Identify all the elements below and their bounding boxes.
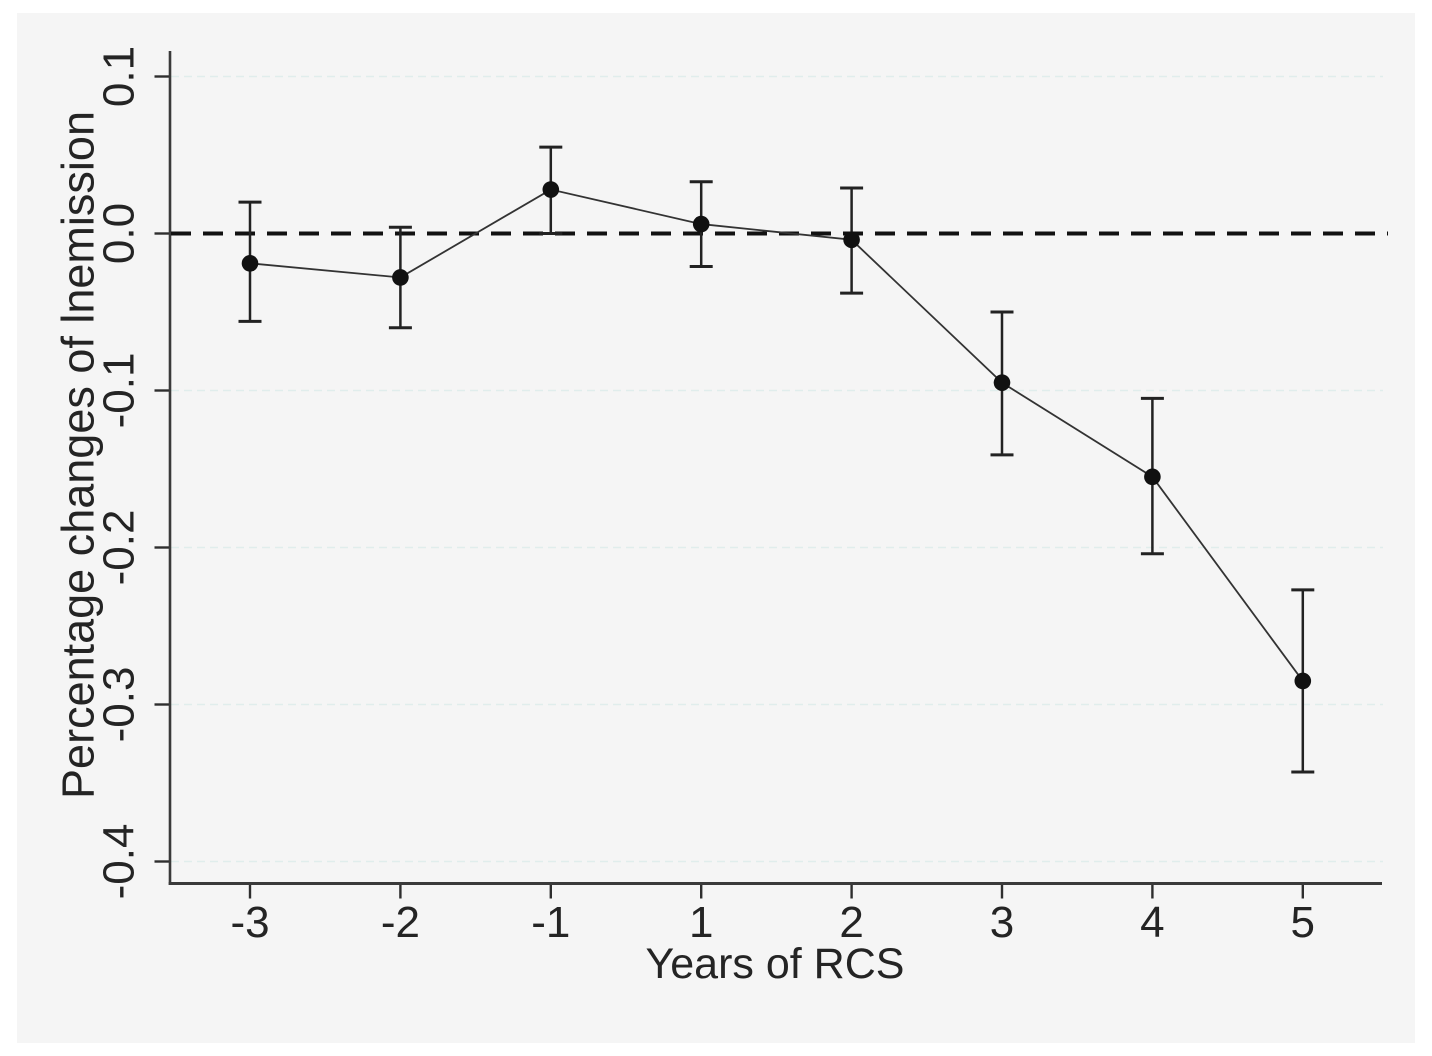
x-tick-label: 1 [689, 898, 713, 947]
y-tick-label: 0.1 [95, 46, 144, 107]
plot-panel [17, 13, 1415, 1043]
x-tick-label: -3 [230, 898, 269, 947]
y-tick-marks [154, 75, 169, 863]
data-point [241, 255, 259, 272]
estimate-line-group [249, 188, 1304, 682]
data-point [1144, 468, 1161, 486]
x-tick-labels: -3 -2 -1 1 2 3 4 5 [230, 898, 1315, 947]
data-point [1294, 672, 1312, 690]
x-tick-label: 2 [839, 898, 863, 947]
x-tick-marks [248, 885, 1305, 899]
x-tick-label: 4 [1140, 898, 1164, 947]
y-tick-label: -0.2 [95, 510, 144, 586]
x-tick-label: 3 [990, 898, 1014, 947]
data-point [692, 215, 710, 233]
data-point [542, 181, 560, 198]
x-tick-label: -1 [531, 898, 570, 947]
y-tick-label: -0.3 [95, 667, 144, 743]
estimate-line [249, 188, 1304, 682]
data-point [843, 231, 860, 249]
x-axis-title: Years of RCS [646, 940, 905, 988]
x-tick-label: -2 [381, 898, 420, 947]
y-tick-label: -0.1 [95, 353, 144, 429]
y-tick-labels: 0.1 0.0 -0.1 -0.2 -0.3 -0.4 [95, 46, 144, 900]
gridlines [171, 75, 1383, 863]
confidence-intervals [238, 145, 1315, 774]
y-tick-label: 0.0 [95, 203, 144, 264]
y-tick-label: -0.4 [95, 824, 144, 900]
y-axis-title: Percentage changes of lnemission [53, 111, 104, 799]
x-tick-label: 5 [1291, 898, 1315, 947]
data-points [241, 181, 1312, 690]
data-point [392, 269, 409, 286]
data-point [993, 374, 1011, 391]
